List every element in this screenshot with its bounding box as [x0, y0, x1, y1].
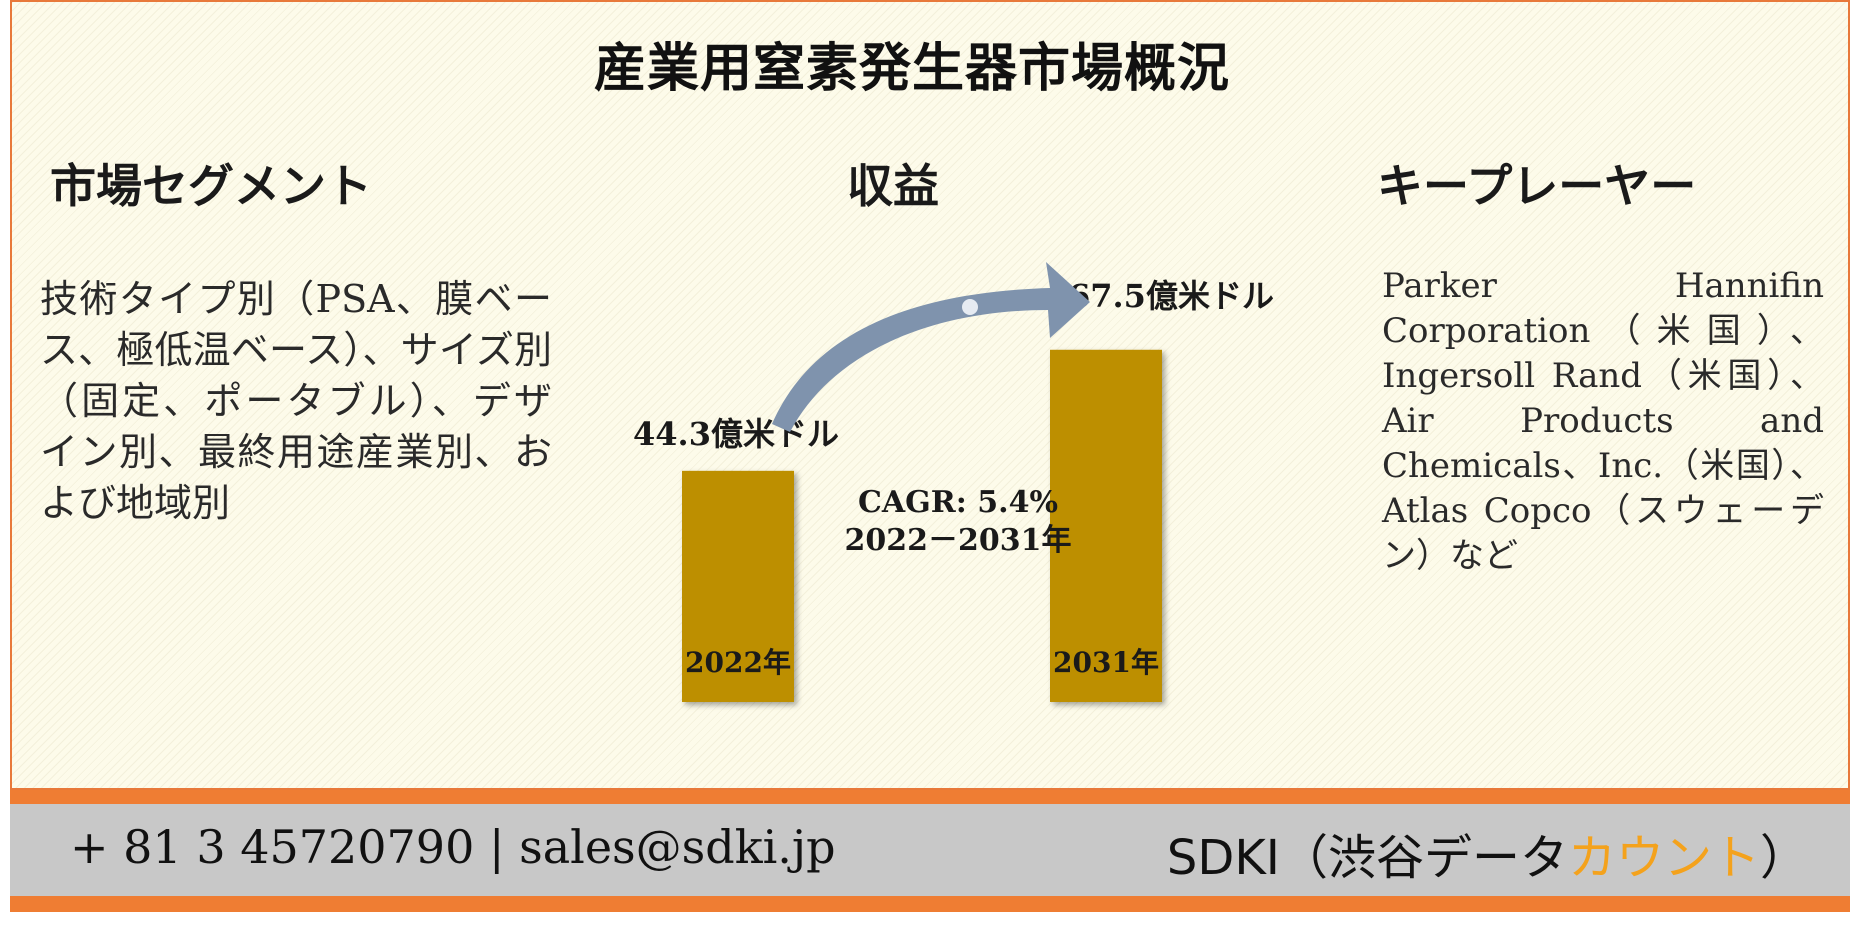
key-players-text: Parker Hannifin Corporation（米国）、Ingersol… [1382, 266, 1824, 576]
bar-value-label: 67.5億米ドル [1068, 277, 1274, 315]
bar-value-label: 44.3億米ドル [633, 415, 839, 453]
bar-2 [1050, 349, 1162, 702]
segments-text: 技術タイプ別（PSA、膜ベース、極低温ベース）、サイズ別（固定、ポータブル）、デ… [40, 277, 552, 525]
footer-stripe-top [10, 790, 1850, 804]
brand-accent: カウント [1567, 830, 1760, 886]
bar-category-label: 2022年 [685, 646, 791, 679]
footer: + 81 3 45720790 | sales@sdki.jp SDKI（渋谷デ… [10, 804, 1850, 896]
bar-1 [682, 470, 794, 702]
revenue-heading: 収益 [847, 159, 939, 213]
bar-category-label: 2031年 [1053, 646, 1159, 679]
revenue-chart: 2022年 44.3億米ドル 2031年 67.5億米ドル CAGR: 5.4% 20… [633, 262, 1274, 702]
cagr-label: CAGR: 5.4% [858, 485, 1058, 520]
growth-arrow-icon [772, 262, 1090, 432]
page-title: 産業用窒素発生器市場概況 [593, 38, 1230, 99]
brand-end: ） [1759, 830, 1808, 886]
segments-heading: 市場セグメント [50, 159, 372, 213]
footer-stripe-bottom [10, 896, 1850, 912]
contact-info: + 81 3 45720790 | sales@sdki.jp [70, 820, 836, 874]
brand-name: SDKI（渋谷データカウント） [1167, 818, 1808, 888]
infographic-panel: 産業用窒素発生器市場概況 市場セグメント 収益 キープレーヤー 技術タイプ別（P… [10, 0, 1850, 790]
cagr-period-label: 2022－2031年 [845, 523, 1072, 558]
arrow-dot [962, 299, 978, 315]
brand-main: SDKI（渋谷データ [1166, 830, 1568, 886]
key-players-heading: キープレーヤー [1377, 159, 1697, 213]
